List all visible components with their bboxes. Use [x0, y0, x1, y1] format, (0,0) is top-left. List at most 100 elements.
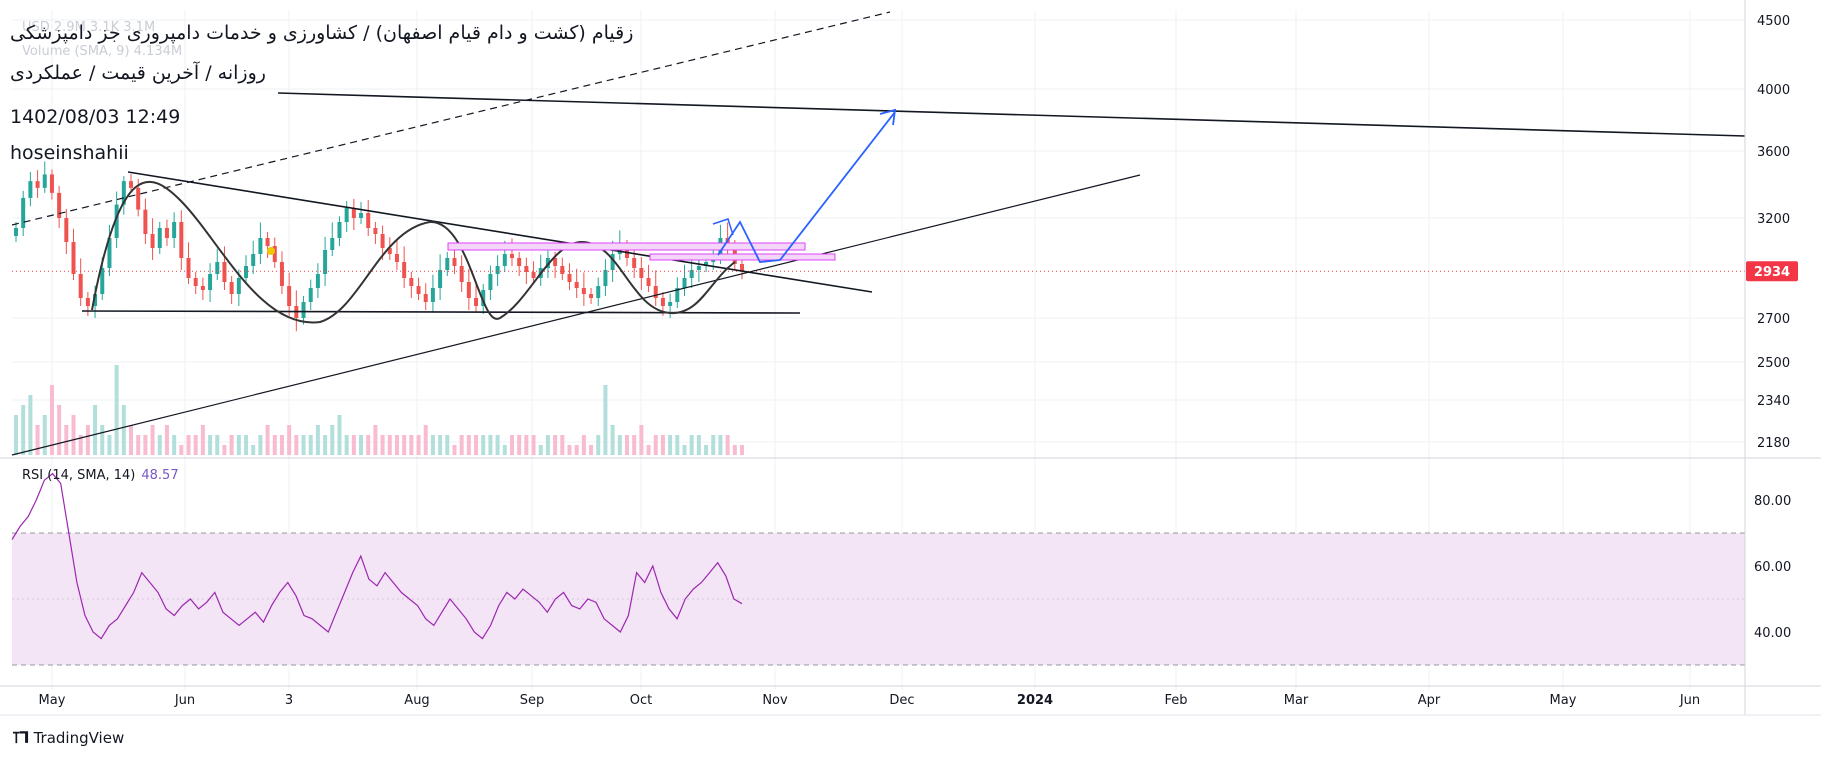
volume-bar: [107, 435, 112, 455]
chart-axes[interactable]: May Jun 3 Aug Sep Oct Nov Dec 2024 Feb Mar Apr May Ju…: [0, 0, 1821, 716]
brand-name: TradingView: [33, 728, 125, 747]
volume-bar: [222, 445, 227, 455]
candle-body: [509, 254, 514, 258]
candle-body: [179, 222, 184, 258]
candle-body: [430, 288, 435, 302]
volume-bar: [78, 435, 83, 455]
candle-body: [229, 282, 234, 294]
candle-body: [524, 266, 529, 272]
candle-body: [639, 268, 644, 278]
chart-drawings[interactable]: [11, 11, 1746, 456]
volume-bar: [596, 435, 601, 455]
volume-bar: [287, 425, 292, 455]
volume-bar: [114, 365, 119, 455]
candle-body: [596, 286, 601, 298]
x-tick-label: Dec: [889, 693, 914, 708]
volume-bar: [416, 435, 421, 455]
tradingview-brand[interactable]: ⊺⅂ TradingView: [12, 728, 124, 747]
candle-body: [689, 270, 694, 278]
volume-bar: [215, 435, 220, 455]
x-tick-label: Apr: [1418, 693, 1441, 708]
volume-bar: [452, 445, 457, 455]
candle-body: [603, 270, 608, 286]
candle-body: [474, 298, 479, 306]
candle-body: [236, 278, 241, 294]
candle-body: [438, 270, 443, 288]
volume-bar: [157, 435, 162, 455]
volume-bar: [308, 435, 313, 455]
volume-bar: [632, 435, 637, 455]
rsi-tick-label: 60.00: [1754, 560, 1791, 575]
volume-bar: [581, 435, 586, 455]
volume-bar: [265, 425, 270, 455]
candle-body: [164, 228, 169, 238]
x-tick-label: Oct: [630, 693, 652, 708]
y-tick-label: 3200: [1757, 212, 1790, 227]
volume-bar: [100, 425, 105, 455]
candle-body: [14, 228, 18, 236]
volume-bar: [668, 435, 673, 455]
candle-body: [488, 274, 493, 290]
candle-body: [315, 274, 320, 288]
candle-body: [560, 266, 565, 274]
candle-body: [49, 174, 54, 193]
marker-dot: [267, 247, 275, 255]
volume-bar: [164, 425, 169, 455]
volume-bar: [725, 435, 730, 455]
volume-bar: [64, 425, 69, 455]
volume-bar: [14, 415, 18, 455]
candle-body: [380, 234, 385, 248]
volume-bar: [660, 435, 665, 455]
volume-bar: [323, 435, 328, 455]
y-tick-label: 2500: [1757, 356, 1790, 371]
x-tick-label: Mar: [1284, 693, 1309, 708]
volume-bar: [423, 425, 428, 455]
volume-bar: [682, 445, 687, 455]
volume-bar: [186, 435, 191, 455]
x-tick-label: 3: [285, 693, 293, 708]
candle-body: [452, 258, 457, 266]
volume-bar: [21, 405, 26, 455]
volume-bar: [351, 435, 356, 455]
x-tick-label: Aug: [404, 693, 429, 708]
candle-body: [589, 294, 594, 298]
price-series[interactable]: [14, 161, 744, 332]
y-tick-label: 4000: [1757, 83, 1790, 98]
projection-arrow: [717, 111, 896, 263]
volume-bar: [474, 435, 479, 455]
rsi-tick-label: 80.00: [1754, 494, 1791, 509]
volume-bar: [35, 425, 40, 455]
volume-bar: [711, 435, 716, 455]
volume-bar: [481, 435, 486, 455]
candle-body: [517, 258, 522, 266]
candle-body: [114, 204, 119, 238]
volume-bar: [617, 435, 622, 455]
volume-bar: [653, 435, 658, 455]
candle-body: [351, 207, 356, 218]
rsi-label-text: RSI (14, SMA, 14): [22, 468, 136, 483]
y-tick-label: 2340: [1757, 394, 1790, 409]
volume-bar: [93, 405, 98, 455]
candle-body: [423, 294, 428, 302]
candle-body: [244, 266, 249, 278]
volume-bar: [373, 425, 378, 455]
candle-body: [129, 181, 134, 188]
volume-bar: [430, 435, 435, 455]
candle-body: [682, 278, 687, 288]
candle-body: [308, 288, 313, 302]
volume-series: [14, 365, 744, 455]
candle-body: [323, 250, 328, 274]
candle-body: [107, 238, 112, 268]
volume-bar: [172, 435, 177, 455]
candle-body: [28, 181, 33, 198]
volume-bar: [445, 435, 450, 455]
rsi-tick-label: 40.00: [1754, 626, 1791, 641]
volume-bar: [121, 405, 126, 455]
volume-bar: [624, 435, 629, 455]
candle-body: [57, 192, 62, 218]
symbol-title: زقیام (کشت و دام قیام اصفهان) / کشاورزی …: [10, 22, 634, 44]
candle-body: [71, 242, 76, 274]
volume-bar: [143, 435, 148, 455]
volume-bar: [236, 435, 241, 455]
